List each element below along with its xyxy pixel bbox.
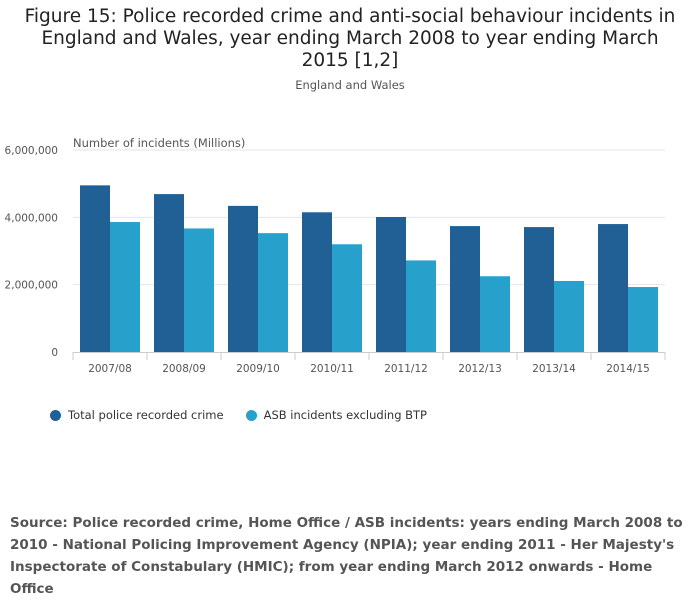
bar-total-crime[interactable]	[524, 227, 554, 352]
legend-label-total-crime: Total police recorded crime	[68, 408, 224, 422]
x-tick-label: 2008/09	[162, 363, 206, 375]
chart-subtitle: England and Wales	[295, 78, 405, 92]
legend-item-total-crime[interactable]: Total police recorded crime	[50, 408, 224, 422]
bar-asb-incidents[interactable]	[258, 233, 288, 352]
source-note: Source: Police recorded crime, Home Offi…	[10, 515, 683, 597]
y-axis-label: Number of incidents (Millions)	[73, 136, 245, 150]
x-tick-label: 2013/14	[532, 363, 576, 375]
bar-total-crime[interactable]	[80, 185, 110, 352]
y-tick-label: 0	[51, 347, 58, 359]
x-tick-label: 2007/08	[88, 363, 132, 375]
bar-asb-incidents[interactable]	[110, 222, 140, 352]
bar-asb-incidents[interactable]	[628, 287, 658, 352]
y-tick-label: 4,000,000	[5, 212, 58, 224]
x-axis: 2007/08 2008/09 2009/10 2010/11 2011/12 2012/…	[72, 352, 666, 375]
bar-total-crime[interactable]	[450, 226, 480, 352]
y-tick-label: 2,000,000	[5, 280, 58, 292]
legend-item-asb[interactable]: ASB incidents excluding BTP	[245, 408, 427, 422]
legend: Total police recorded crime ASB incident…	[50, 408, 427, 422]
x-tick-label: 2012/13	[458, 363, 502, 375]
legend-swatch-asb	[245, 409, 257, 421]
bar-total-crime[interactable]	[598, 224, 628, 352]
bar-asb-incidents[interactable]	[480, 276, 510, 352]
bar-chart: 0 2,000,000 4,000,000 6,000,000 Number of i…	[5, 136, 666, 375]
chart-title: Figure 15: Police recorded crime and ant…	[24, 6, 676, 71]
x-tick-label: 2009/10	[236, 363, 280, 375]
bar-total-crime[interactable]	[376, 216, 406, 352]
y-axis-ticks: 0 2,000,000 4,000,000 6,000,000	[5, 145, 58, 359]
bar-total-crime[interactable]	[302, 212, 332, 352]
legend-label-asb: ASB incidents excluding BTP	[263, 408, 427, 422]
legend-swatch-total-crime	[50, 409, 61, 421]
bar-asb-incidents[interactable]	[332, 244, 362, 352]
bar-asb-incidents[interactable]	[406, 260, 436, 352]
y-tick-label: 6,000,000	[5, 145, 58, 157]
x-tick-label: 2010/11	[310, 363, 354, 375]
bar-asb-incidents[interactable]	[184, 228, 214, 352]
bar-asb-incidents[interactable]	[554, 280, 584, 352]
bar-total-crime[interactable]	[228, 205, 258, 352]
bars	[80, 185, 658, 352]
x-tick-label: 2011/12	[384, 363, 428, 375]
x-tick-label: 2014/15	[606, 363, 650, 375]
bar-total-crime[interactable]	[154, 194, 184, 352]
